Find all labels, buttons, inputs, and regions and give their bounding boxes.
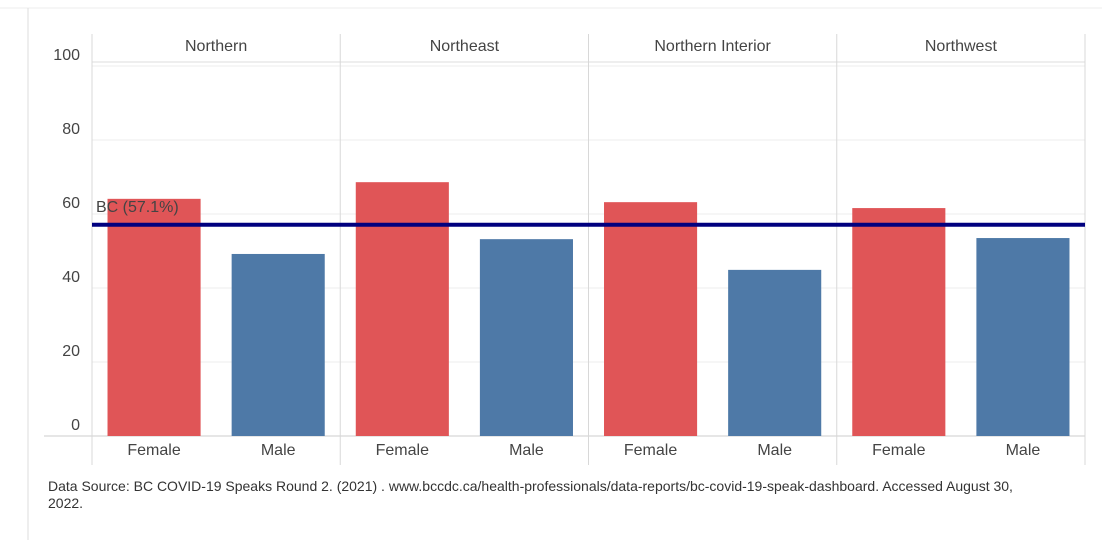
bar bbox=[852, 208, 946, 436]
source-note: Data Source: BC COVID-19 Speaks Round 2.… bbox=[48, 478, 1013, 511]
x-tick-label: Male bbox=[1006, 442, 1041, 459]
bar bbox=[107, 198, 201, 436]
reference-label: BC (57.1%) bbox=[96, 199, 179, 216]
bar bbox=[355, 182, 449, 436]
bar bbox=[976, 238, 1070, 436]
panel-label: Northeast bbox=[430, 38, 500, 55]
x-tick-label: Female bbox=[127, 442, 180, 459]
y-tick-label: 0 bbox=[71, 417, 80, 434]
x-tick-label: Female bbox=[624, 442, 677, 459]
y-tick-label: 80 bbox=[62, 121, 80, 138]
y-tick-label: 100 bbox=[53, 47, 80, 64]
x-tick-label: Male bbox=[509, 442, 544, 459]
panel-label: Northern Interior bbox=[654, 38, 771, 55]
y-tick-label: 40 bbox=[62, 269, 80, 286]
y-tick-label: 20 bbox=[62, 343, 80, 360]
x-tick-label: Male bbox=[261, 442, 296, 459]
x-tick-label: Male bbox=[757, 442, 792, 459]
bar bbox=[604, 202, 698, 436]
bar bbox=[728, 269, 822, 436]
y-tick-label: 60 bbox=[62, 195, 80, 212]
bar bbox=[479, 239, 573, 436]
x-tick-label: Female bbox=[872, 442, 925, 459]
panel-label: Northwest bbox=[925, 38, 998, 55]
bar bbox=[231, 253, 325, 436]
panel-label: Northern bbox=[185, 38, 247, 55]
x-tick-label: Female bbox=[376, 442, 429, 459]
